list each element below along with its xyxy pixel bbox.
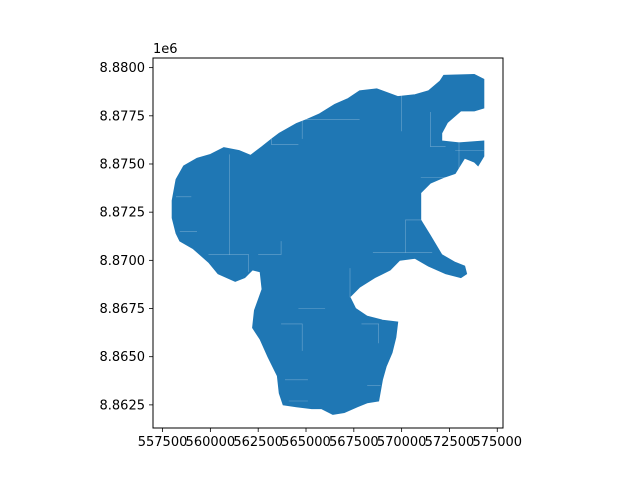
boundary-line (271, 138, 299, 145)
region-polygon (171, 73, 485, 415)
boundary-line (258, 241, 282, 255)
y-tick-label: 8.8725 (100, 206, 146, 221)
y-tick-label: 8.8775 (100, 109, 146, 124)
axes-frame (152, 57, 504, 429)
internal-boundaries (176, 94, 484, 402)
plot-area (171, 73, 485, 415)
boundary-line (208, 254, 249, 272)
x-tick-label: 560000 (186, 435, 236, 450)
x-tick-label: 572500 (425, 435, 475, 450)
x-tick-label: 557500 (138, 435, 188, 450)
y-offset-label: 1e6 (153, 42, 178, 57)
x-tick-label: 575000 (472, 435, 522, 450)
y-tick-label: 8.8750 (100, 157, 146, 172)
boundary-line (429, 112, 446, 147)
y-tick-label: 8.8650 (100, 350, 146, 365)
y-tick-label: 8.8700 (100, 254, 146, 269)
x-axis: 5575005600005625005650005675005700005725… (138, 428, 522, 450)
y-tick-label: 8.8625 (100, 398, 146, 413)
x-tick-label: 565000 (281, 435, 331, 450)
x-tick-label: 567500 (329, 435, 379, 450)
x-tick-label: 562500 (233, 435, 283, 450)
y-axis: 8.8625 8.8650 8.8675 8.8700 8.8725 8.8750 8.87… (100, 61, 153, 413)
boundary-line (281, 323, 303, 351)
y-tick-label: 8.8800 (100, 61, 146, 76)
x-tick-label: 570000 (377, 435, 427, 450)
boundary-line (405, 219, 421, 253)
y-tick-label: 8.8675 (100, 302, 146, 317)
boundary-line (361, 323, 380, 344)
boundary-line (349, 268, 373, 298)
